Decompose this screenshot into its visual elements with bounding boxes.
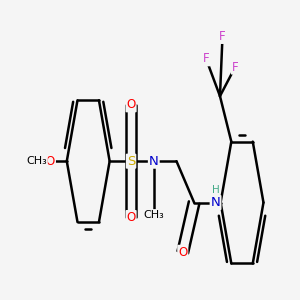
Text: O: O — [46, 155, 55, 168]
Text: O: O — [127, 98, 136, 111]
Text: N: N — [149, 155, 159, 168]
Text: F: F — [219, 30, 226, 43]
Text: CH₃: CH₃ — [143, 210, 164, 220]
Text: F: F — [203, 52, 209, 65]
Text: F: F — [232, 61, 238, 74]
Text: O: O — [178, 246, 188, 259]
Text: N: N — [211, 196, 220, 209]
Text: O: O — [127, 211, 136, 224]
Text: H: H — [212, 185, 219, 195]
Text: S: S — [127, 155, 135, 168]
Text: CH₃: CH₃ — [26, 156, 47, 166]
